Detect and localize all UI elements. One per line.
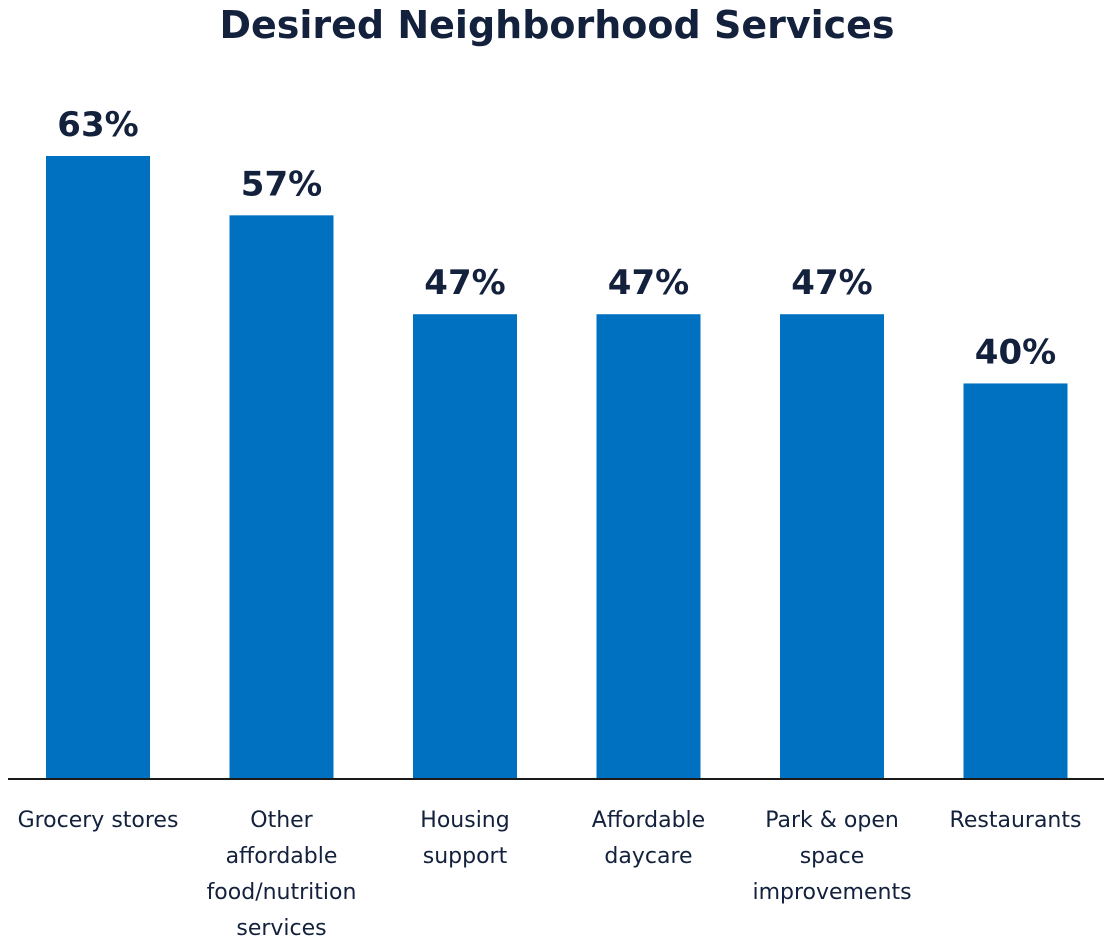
category-label-line: daycare	[604, 844, 692, 869]
category-label-4: Park & open space improvements	[752, 808, 911, 905]
bar-4	[780, 314, 884, 779]
bars-layer	[46, 156, 1068, 780]
category-label-line: Affordable	[592, 808, 705, 833]
value-labels-layer: 63% 57% 47% 47% 47% 40%	[57, 105, 1056, 372]
category-label-line: food/nutrition	[207, 880, 357, 905]
value-label-5: 40%	[975, 332, 1056, 372]
bar-3	[596, 314, 701, 779]
value-label-1: 57%	[241, 164, 322, 204]
value-label-0: 63%	[57, 105, 138, 145]
category-label-line: Housing	[420, 808, 509, 833]
category-label-5: Restaurants	[950, 808, 1082, 833]
category-label-line: Restaurants	[950, 808, 1082, 833]
category-label-0: Grocery stores	[18, 808, 179, 833]
category-label-line: Other	[250, 808, 313, 833]
category-label-line: services	[236, 916, 326, 941]
category-label-line: space	[800, 844, 865, 869]
value-label-4: 47%	[791, 263, 872, 303]
bar-5	[963, 383, 1068, 779]
bar-0	[46, 156, 150, 779]
bar-2	[413, 314, 517, 779]
category-label-line: improvements	[752, 880, 911, 905]
category-label-1: Other affordable food/nutrition services	[207, 808, 357, 941]
category-label-3: Affordable daycare	[592, 808, 705, 869]
category-label-line: support	[423, 844, 508, 869]
category-label-line: Grocery stores	[18, 808, 179, 833]
category-labels-layer: Grocery stores Other affordable food/nutrit…	[18, 808, 1082, 941]
chart-title: Desired Neighborhood Services	[219, 3, 894, 47]
category-label-line: affordable	[226, 844, 338, 869]
bar-1	[229, 215, 334, 780]
value-label-3: 47%	[608, 263, 689, 303]
category-label-2: Housing support	[420, 808, 509, 869]
value-label-2: 47%	[424, 263, 505, 303]
category-label-line: Park & open	[765, 808, 899, 833]
